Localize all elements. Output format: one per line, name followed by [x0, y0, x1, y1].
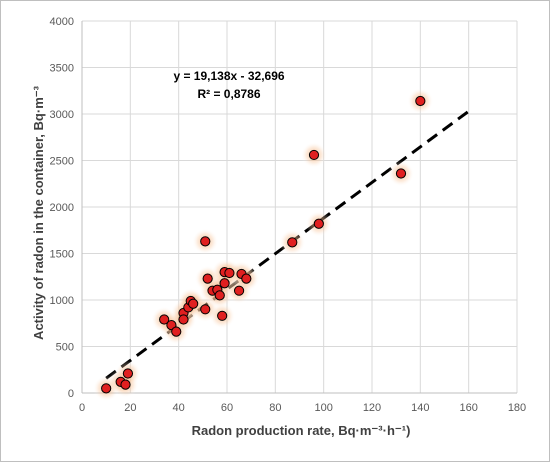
grid [82, 20, 518, 393]
data-point [122, 368, 134, 379]
y-tick-label: 3000 [50, 109, 74, 121]
data-point [241, 273, 252, 284]
data-point [217, 310, 228, 321]
x-tick-label: 60 [221, 402, 233, 414]
y-tick-label: 0 [68, 388, 74, 400]
x-tick-label: 160 [459, 402, 477, 414]
y-tick-label: 2500 [50, 156, 74, 168]
y-tick-label: 1500 [50, 249, 74, 261]
data-point [120, 379, 131, 390]
data-point [313, 218, 324, 229]
data-point [200, 304, 211, 315]
y-tick-label: 2000 [50, 202, 74, 214]
x-tick-label: 180 [508, 402, 526, 414]
x-tick-label: 0 [79, 402, 85, 414]
x-tick-label: 100 [314, 402, 332, 414]
data-point [202, 273, 213, 284]
data-point [101, 383, 112, 394]
r-squared-label: R² = 0,8786 [197, 87, 260, 101]
x-tick-label: 40 [173, 402, 185, 414]
data-point [287, 237, 298, 248]
axes [81, 21, 517, 394]
data-point [200, 236, 211, 247]
y-tick-label: 1000 [50, 295, 74, 307]
x-tick-label: 140 [411, 402, 429, 414]
data-point [224, 267, 235, 279]
x-axis-title: Radon production rate, Bq·m⁻³·h⁻¹) [192, 423, 411, 438]
y-tick-label: 500 [56, 342, 74, 354]
trendline-equation: y = 19,138x - 32,696 [173, 69, 284, 83]
data-point [178, 314, 189, 325]
data-point [188, 298, 199, 309]
data-point [219, 278, 230, 289]
y-tick-label: 3500 [50, 63, 74, 75]
x-tick-label: 20 [124, 402, 136, 414]
y-axis-title: Activity of radon in the container, Bq·m… [31, 85, 46, 340]
data-point [171, 326, 182, 337]
data-point [233, 285, 245, 296]
data-point [415, 95, 426, 107]
x-tick-labels: 0 20 40 60 80 100 120 140 160 180 [79, 402, 526, 414]
data-point [159, 314, 170, 325]
data-point [395, 168, 407, 179]
x-tick-label: 120 [363, 402, 381, 414]
data-point [308, 149, 320, 161]
data-point [214, 290, 225, 301]
x-tick-label: 80 [269, 402, 281, 414]
y-tick-labels: 0 500 1000 1500 2000 2500 3000 3500 4000 [50, 16, 74, 400]
data-points [93, 87, 434, 402]
y-tick-label: 4000 [50, 16, 74, 28]
